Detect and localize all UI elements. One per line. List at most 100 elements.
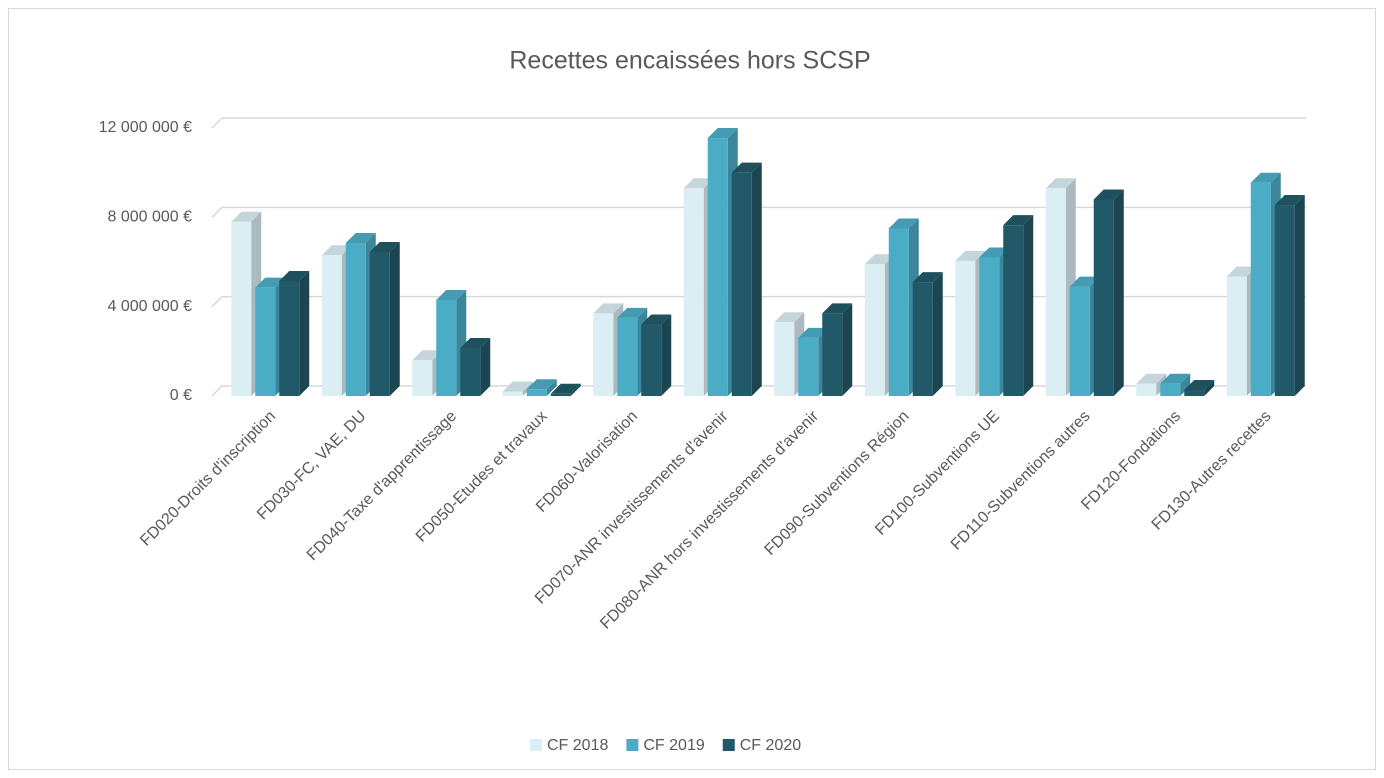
bar-side [570,383,581,396]
bar [345,243,366,396]
bar-side [299,270,310,396]
legend-label: CF 2019 [643,737,704,754]
bar [1069,286,1090,396]
bar-top [1136,373,1167,384]
bar [593,313,614,396]
bar-top [798,327,829,338]
legend-label: CF 2020 [740,737,801,754]
grid-line [211,296,223,308]
bar [255,287,276,396]
bar-side [842,303,853,396]
bar-top [774,312,805,323]
bar-top [279,270,310,281]
bar-side [1204,379,1215,396]
bar [912,282,933,396]
bar [641,324,662,396]
bar-top [1160,373,1191,384]
legend-swatch [722,739,735,751]
bar-top [1045,178,1076,189]
bar-top [345,233,376,244]
bar [436,299,457,396]
bar [1184,389,1205,396]
bar [955,260,976,396]
y-tick-label: 8 000 000 € [107,209,192,226]
bar-top [412,350,443,361]
bar [1003,225,1024,396]
y-tick-label: 0 € [170,387,192,404]
bar-top [979,247,1010,258]
bar [1093,199,1114,396]
bar-top [1250,172,1281,183]
bar [231,221,252,396]
bar-side [1113,189,1124,396]
bar [1226,276,1247,396]
bar-side [661,314,672,396]
bar [1250,182,1271,396]
bar [707,138,728,397]
bar-top [593,303,624,314]
bar [731,172,752,396]
bar-top [526,379,557,390]
bar [888,228,909,396]
bar-top [369,241,400,252]
bar-top [617,307,648,318]
bar-side [1294,195,1305,396]
bar-top [912,272,943,283]
bar-top [731,162,762,173]
bar [369,251,390,396]
bar-top [822,303,853,314]
y-tick-label: 12 000 000 € [99,119,193,136]
legend-swatch [530,739,542,751]
bar [683,188,704,396]
bar-top [231,211,262,222]
bar-top [321,245,352,256]
grid-line [211,117,223,129]
bar-top [1226,266,1257,277]
bar [460,347,481,396]
bar [822,313,843,396]
bar-top [436,289,467,300]
bar [798,337,819,396]
bar-side [1023,215,1034,396]
bar-top [1003,215,1034,226]
bar [321,255,342,396]
bar-top [1093,189,1124,200]
bar [1136,383,1157,396]
bar [1045,188,1066,396]
bar-top [1069,276,1100,287]
bar-top [550,383,581,394]
bar-top [888,218,919,229]
chart-title: Recettes encaissées hors SCSP [509,47,870,75]
bar-top [1184,379,1215,390]
bar [526,389,547,396]
bar [1274,205,1295,396]
bar-side [1180,373,1191,396]
bar-top [255,277,286,288]
bar-top [641,314,672,325]
bar-top [955,250,986,261]
bar-side [480,337,491,396]
y-tick-label: 4 000 000 € [107,298,192,315]
legend-swatch [626,739,639,751]
bar [864,264,885,396]
bar-top [502,381,533,392]
bar-top [683,178,714,189]
bar [279,280,300,396]
bar [502,391,523,396]
grid-line [211,206,223,218]
bar-side [751,162,762,396]
bar [774,322,795,396]
legend-label: CF 2018 [547,737,608,754]
bar-top [864,254,895,265]
bar-side [932,272,943,396]
bar-side [389,241,400,396]
bar-top [1274,195,1305,206]
bar [979,257,1000,396]
bar [412,360,433,396]
bar-top [707,128,738,139]
grid-line [211,385,223,397]
bar-top [460,337,491,348]
bar [617,317,638,396]
bar-side [546,379,557,396]
